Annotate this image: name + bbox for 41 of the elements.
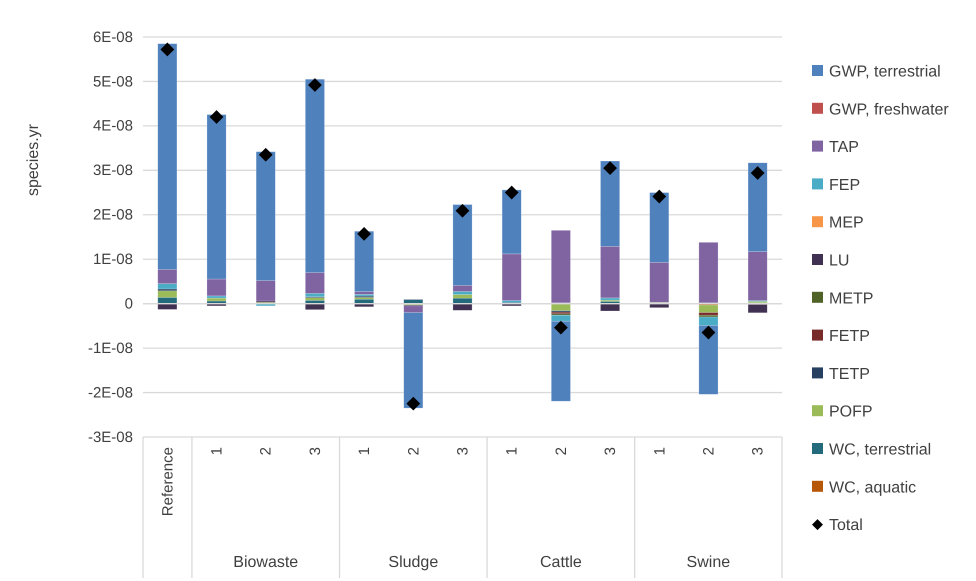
- x-tick-label: 1: [356, 447, 374, 456]
- legend-label: METP: [829, 290, 874, 308]
- x-tick-label: 2: [405, 447, 422, 456]
- y-tick-label: 5E-08: [92, 73, 133, 90]
- y-tick-label: -3E-08: [88, 428, 133, 446]
- y-tick-label: 6E-08: [92, 28, 133, 46]
- x-tick-label: 1: [504, 447, 521, 456]
- y-tick-label: 3E-08: [92, 162, 133, 180]
- legend-label: WC, aquatic: [829, 479, 916, 496]
- legend-label: POFP: [829, 404, 873, 421]
- x-tick-label: 2: [700, 447, 718, 456]
- legend-label: WC, terrestrial: [829, 442, 932, 458]
- legend-label: LU: [829, 252, 850, 270]
- x-tick-label: 1: [208, 447, 226, 456]
- legend-label: GWP, terrestrial: [829, 64, 941, 80]
- legend-label: Total: [829, 517, 863, 534]
- x-tick-label: 3: [454, 447, 472, 456]
- y-tick-label: 2E-08: [92, 206, 133, 224]
- x-tick-label: 2: [258, 447, 275, 456]
- x-tick-label: 2: [552, 447, 570, 456]
- legend-label: TAP: [829, 139, 859, 156]
- x-tick-label: 3: [306, 447, 324, 456]
- x-tick-label: 3: [750, 447, 767, 456]
- text: Biowaste: [233, 554, 298, 571]
- x-tick-label: Reference: [159, 447, 176, 516]
- x-tick-label: 3: [602, 447, 620, 456]
- text: Sludge: [388, 554, 438, 571]
- y-tick-label: 0: [124, 295, 133, 312]
- legend-label: FEP: [829, 176, 860, 194]
- legend-label: GWP, freshwater: [829, 101, 950, 118]
- legend-label: TETP: [829, 366, 870, 383]
- y-tick-label: -1E-08: [88, 340, 133, 357]
- y-tick-label: 1E-08: [92, 251, 133, 268]
- text: Cattle: [540, 554, 582, 571]
- y-tick-label: -2E-08: [88, 384, 133, 402]
- text: Swine: [686, 554, 730, 571]
- legend-label: FETP: [829, 328, 870, 346]
- x-tick-label: 1: [651, 447, 668, 456]
- y-axis-title: species.yr: [25, 123, 42, 196]
- y-tick-label: 4E-08: [92, 118, 133, 135]
- legend-label: MEP: [829, 214, 864, 232]
